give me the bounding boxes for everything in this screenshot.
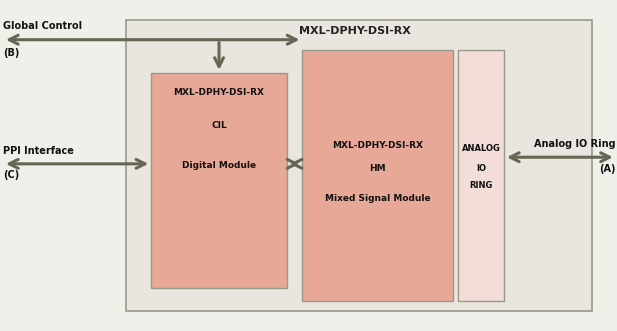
Bar	[151, 73, 287, 288]
Text: IO: IO	[476, 164, 486, 173]
Text: MXL-DPHY-DSI-RX: MXL-DPHY-DSI-RX	[299, 26, 411, 36]
Text: Analog IO Ring: Analog IO Ring	[534, 139, 616, 149]
Bar	[126, 20, 592, 311]
Text: ANALOG: ANALOG	[462, 144, 500, 154]
Text: HM: HM	[370, 164, 386, 173]
Text: PPI Interface: PPI Interface	[3, 146, 74, 156]
Text: (C): (C)	[3, 170, 19, 180]
Text: MXL-DPHY-DSI-RX: MXL-DPHY-DSI-RX	[173, 88, 265, 97]
Text: CIL: CIL	[211, 121, 227, 130]
Text: Mixed Signal Module: Mixed Signal Module	[325, 194, 431, 203]
Bar	[302, 50, 453, 301]
Text: RING: RING	[470, 181, 492, 190]
Text: (B): (B)	[3, 48, 20, 58]
Text: Digital Module: Digital Module	[182, 161, 256, 170]
Text: MXL-DPHY-DSI-RX: MXL-DPHY-DSI-RX	[333, 141, 423, 150]
Text: Global Control: Global Control	[3, 22, 82, 31]
Text: (A): (A)	[599, 164, 616, 174]
Bar	[458, 50, 504, 301]
